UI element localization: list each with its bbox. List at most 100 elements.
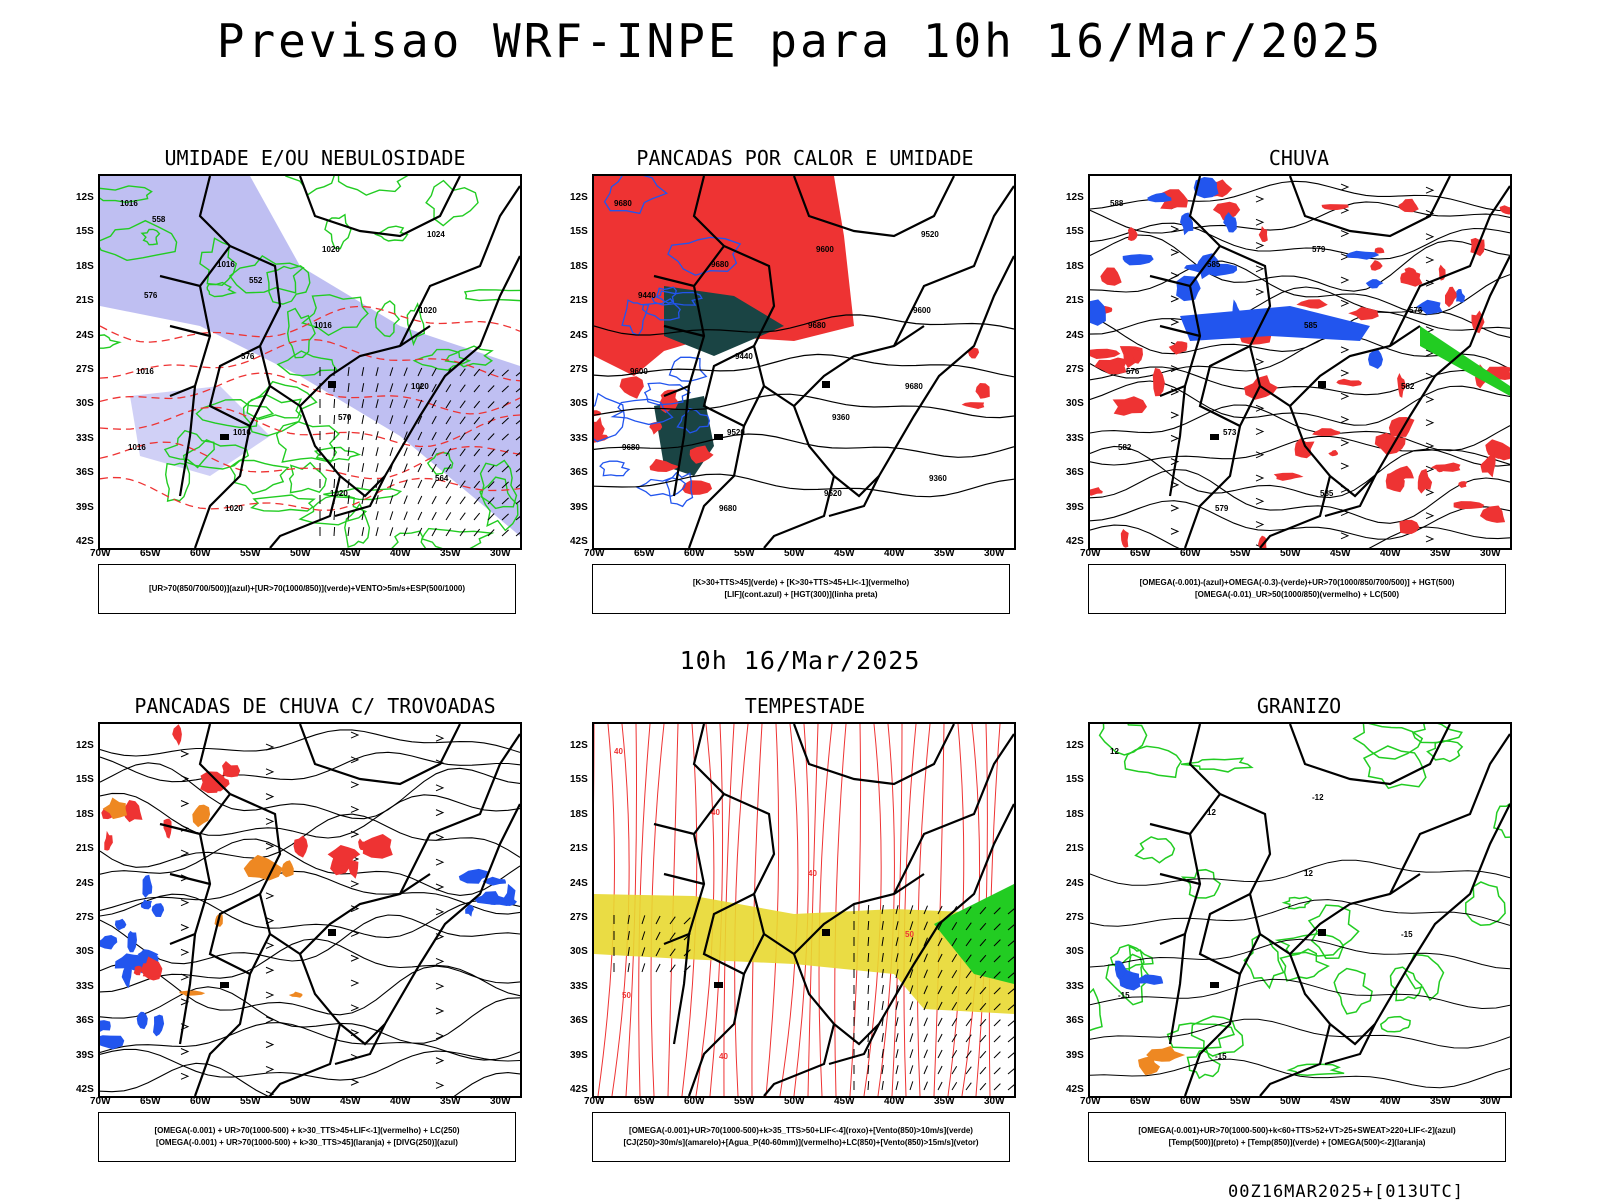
contour-line xyxy=(849,724,862,1096)
wind-vector xyxy=(487,433,495,441)
border-line xyxy=(193,425,252,548)
contour-label: 9440 xyxy=(638,291,656,300)
border-line xyxy=(1159,324,1201,398)
wind-vector xyxy=(979,1082,987,1091)
wind-vector xyxy=(375,399,379,409)
streamline-arrow xyxy=(1255,195,1265,203)
border-line xyxy=(702,345,765,428)
shaded-area xyxy=(1345,250,1380,260)
contour-line xyxy=(100,334,122,349)
lat-tick-label: 21S xyxy=(76,843,94,855)
border-line xyxy=(763,1023,836,1096)
legend-line: [CJ(250)>30m/s](amarelo)+[Agua_P(40-60mm… xyxy=(623,1138,979,1147)
lake-marker xyxy=(220,434,229,440)
streamline-arrow xyxy=(435,858,445,866)
wind-vector xyxy=(361,431,365,441)
wind-vector xyxy=(333,478,336,489)
wind-vector xyxy=(487,529,495,537)
contour-line xyxy=(834,724,847,1096)
lat-tick-label: 33S xyxy=(1066,432,1084,444)
wind-vector xyxy=(1007,940,1014,947)
contour-line xyxy=(206,281,237,298)
shaded-area xyxy=(163,818,172,839)
border-line xyxy=(792,724,955,786)
wind-vector xyxy=(445,496,452,505)
wind-vector xyxy=(403,415,408,425)
wind-vector xyxy=(965,1066,972,1075)
lat-tick-label: 39S xyxy=(570,501,588,513)
wind-vector xyxy=(909,905,914,915)
lon-tick-label: 45W xyxy=(834,1096,855,1107)
border-line xyxy=(1198,345,1261,428)
wind-vector xyxy=(881,921,884,931)
wind-vector xyxy=(431,527,437,537)
wind-vector xyxy=(515,452,520,457)
streamline-arrow xyxy=(265,1090,275,1096)
wind-vector xyxy=(431,479,437,489)
streamline xyxy=(1090,234,1510,292)
wind-vector xyxy=(515,468,520,473)
contour-label: 9360 xyxy=(929,474,947,483)
wind-vector xyxy=(895,1065,899,1075)
wind-vector xyxy=(403,463,408,473)
contour-label: 9680 xyxy=(711,260,729,269)
legend-line: [OMEGA(-0.001)-(azul)+OMEGA(-0.3)-(verde… xyxy=(1139,578,1455,587)
contour-line xyxy=(1286,1063,1345,1076)
wind-vector xyxy=(361,463,365,473)
contour-line xyxy=(164,462,191,503)
wind-vector xyxy=(979,1066,987,1075)
wind-vector xyxy=(445,432,452,441)
contour-line xyxy=(1166,1022,1235,1050)
panel-title: GRANIZO xyxy=(1256,694,1342,718)
mid-title: 10h 16/Mar/2025 xyxy=(679,646,921,675)
wind-vector xyxy=(669,932,676,941)
wind-vector xyxy=(641,963,646,973)
contour-line xyxy=(1493,802,1510,839)
lake-marker xyxy=(328,381,336,388)
wind-vector xyxy=(951,1002,958,1011)
contour-line xyxy=(324,213,352,250)
shaded-area xyxy=(293,835,308,858)
wind-vector xyxy=(501,497,509,505)
wind-vector xyxy=(333,366,336,377)
wind-vector xyxy=(923,1001,928,1011)
shaded-area xyxy=(1456,289,1465,303)
wind-vector xyxy=(431,511,437,521)
contour-line xyxy=(391,530,427,548)
contour-line xyxy=(594,392,625,443)
streamline xyxy=(1090,445,1510,499)
shaded-area xyxy=(1258,226,1268,242)
wind-vector xyxy=(417,399,423,409)
wind-vector xyxy=(347,383,350,393)
streamline xyxy=(100,838,520,896)
shaded-area xyxy=(1090,348,1121,359)
wind-vector xyxy=(937,905,943,915)
border-line xyxy=(763,475,836,548)
lat-tick-label: 30S xyxy=(570,946,588,958)
streamline-arrow xyxy=(180,899,190,907)
streamline-arrow xyxy=(1255,404,1265,412)
streamline-arrow xyxy=(1340,416,1350,424)
wind-vector xyxy=(881,1049,884,1059)
wind-vector xyxy=(403,479,408,489)
wind-vector xyxy=(627,963,630,973)
streamline-arrow xyxy=(265,743,275,751)
streamline-arrow xyxy=(265,768,275,776)
wind-vector xyxy=(417,367,423,377)
border-line xyxy=(792,176,955,238)
wind-vector xyxy=(867,1064,870,1075)
shaded-area xyxy=(1147,192,1172,203)
border-line xyxy=(193,973,252,1096)
country-borders xyxy=(653,176,1014,548)
wind-vector xyxy=(1007,1084,1014,1091)
wind-vector xyxy=(389,511,394,521)
streamline-arrow xyxy=(1255,428,1265,435)
shaded-area xyxy=(458,868,489,884)
contour-line xyxy=(412,348,472,371)
wind-vector xyxy=(909,969,914,979)
contour-line xyxy=(374,300,401,338)
border-line xyxy=(1188,176,1421,408)
wind-vector xyxy=(993,1003,1001,1011)
streamline-arrow xyxy=(1425,442,1435,450)
streamline-arrow xyxy=(1425,186,1435,194)
